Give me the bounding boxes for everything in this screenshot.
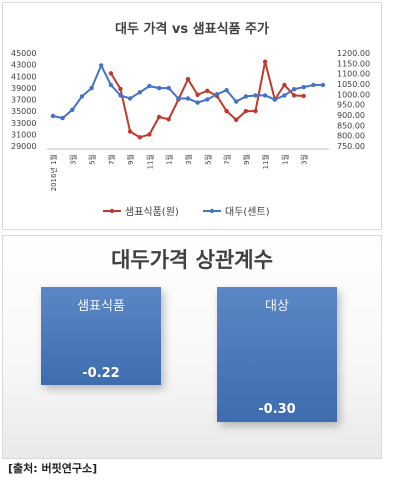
correlation-title: 대두가격 상관계수	[111, 248, 273, 272]
legend-label: 샘표식품(원)	[125, 206, 179, 218]
x-tick-label: 5월	[203, 154, 212, 165]
series-point	[137, 90, 142, 95]
series-point	[234, 117, 239, 123]
series-point	[70, 107, 75, 113]
y-left-tick-label: 35000	[11, 107, 36, 116]
series-point	[234, 99, 239, 104]
series-point	[50, 113, 56, 119]
x-tick-label: 5월	[88, 154, 97, 165]
y-right-tick-label: 1050.00	[337, 80, 370, 89]
y-left-tick-label: 45000	[11, 49, 36, 58]
line-chart: 대두 가격 vs 샘표식품 주가 45000 43000 41000 39000 3700…	[11, 21, 370, 218]
series-point	[108, 71, 114, 76]
x-tick-label: 7월	[223, 154, 232, 165]
series-point	[166, 85, 171, 91]
y-right-tick-label: 1000.00	[337, 90, 370, 99]
series-point	[79, 94, 85, 99]
x-tick-label: 7월	[107, 154, 116, 165]
y-right-tick-label: 850.00	[337, 121, 365, 130]
legend-label: 대두(센트)	[225, 206, 270, 218]
series-point	[301, 84, 306, 90]
y-left-tick-label: 31000	[11, 130, 36, 139]
y-right-tick-label: 1200.00	[337, 49, 370, 58]
y-left-tick-label: 29000	[11, 142, 36, 151]
series-point	[224, 108, 229, 114]
series-point	[205, 88, 210, 94]
series-point	[282, 93, 287, 98]
series-point	[253, 93, 258, 98]
y-left-tick-label: 43000	[11, 61, 36, 70]
y-left-tick-label: 33000	[11, 119, 36, 128]
x-tick-label: 3월	[300, 154, 309, 165]
x-tick-label: 9월	[242, 154, 251, 165]
series-point	[291, 93, 297, 98]
y-right-tick-label: 750.00	[337, 142, 365, 151]
series-point	[320, 82, 326, 88]
series-point	[205, 97, 210, 102]
series-point	[156, 85, 162, 91]
correlation-bar-label: 대상	[265, 299, 289, 314]
series-point	[272, 97, 277, 102]
series-point	[127, 96, 133, 101]
series-point	[224, 88, 229, 93]
chart-title: 대두 가격 vs 샘표식품 주가	[115, 21, 269, 37]
x-tick-label: 3월	[68, 154, 77, 165]
line-chart-panel: 대두 가격 vs 샘표식품 주가 45000 43000 41000 39000 3700…	[2, 2, 382, 230]
y-right-tick-label: 800.00	[337, 132, 365, 141]
source-note: [출처: 버핏연구소]	[8, 462, 98, 475]
series-point	[147, 132, 152, 137]
series-point	[185, 96, 191, 101]
series-point	[253, 108, 258, 114]
legend-swatch-marker	[209, 208, 215, 214]
series-point	[243, 94, 249, 99]
series-point	[118, 93, 123, 98]
series-point	[89, 85, 94, 91]
x-tick-label: 9월	[126, 154, 135, 165]
y-right-tick-label: 900.00	[337, 111, 365, 120]
x-tick-label: 3월	[184, 154, 193, 165]
series-point	[195, 92, 200, 98]
series-point	[282, 82, 287, 88]
x-tick-label: 11월	[261, 154, 270, 169]
y-right-tick-label: 1100.00	[337, 70, 370, 79]
legend-swatch-marker	[109, 208, 115, 214]
y-left-tick-label: 39000	[11, 84, 36, 93]
correlation-bar-daesang: 대상 -0.30	[217, 287, 337, 422]
series-point	[243, 108, 249, 114]
series-point	[137, 135, 142, 140]
correlation-bar-sampyo: 샘표식품 -0.22	[41, 287, 161, 385]
series-point	[214, 92, 220, 97]
correlation-bar-label: 샘표식품	[77, 299, 125, 314]
x-tick-label: 2016년 1월	[49, 154, 58, 191]
series-point	[166, 117, 171, 122]
series-point	[262, 93, 268, 98]
series-point	[60, 115, 65, 121]
series-point	[311, 82, 316, 88]
y-left-tick-label: 37000	[11, 96, 36, 105]
series-point	[195, 100, 200, 105]
series-point	[108, 82, 114, 88]
series-point	[185, 77, 191, 82]
series-point	[301, 93, 306, 99]
x-tick-label: 1월	[165, 154, 174, 165]
correlation-bar-value: -0.22	[82, 366, 120, 381]
y-right-tick-label: 1150.00	[337, 59, 370, 68]
series-point	[176, 96, 181, 101]
series-point	[127, 129, 133, 134]
x-tick-label: 11월	[145, 154, 154, 169]
series-point	[99, 63, 104, 68]
y-right-tick-label: 950.00	[337, 101, 365, 110]
series-line	[52, 63, 323, 120]
y-left-tick-label: 41000	[11, 72, 36, 81]
series-point	[118, 86, 123, 92]
series-point	[156, 114, 162, 120]
series-point	[291, 87, 297, 92]
series-point	[147, 83, 152, 89]
correlation-bar-value: -0.30	[258, 402, 296, 417]
series-point	[262, 59, 268, 64]
correlation-panel: 대두가격 상관계수 샘표식품 -0.22 대상 -0.30	[2, 235, 382, 459]
x-tick-label: 1월	[280, 154, 289, 165]
